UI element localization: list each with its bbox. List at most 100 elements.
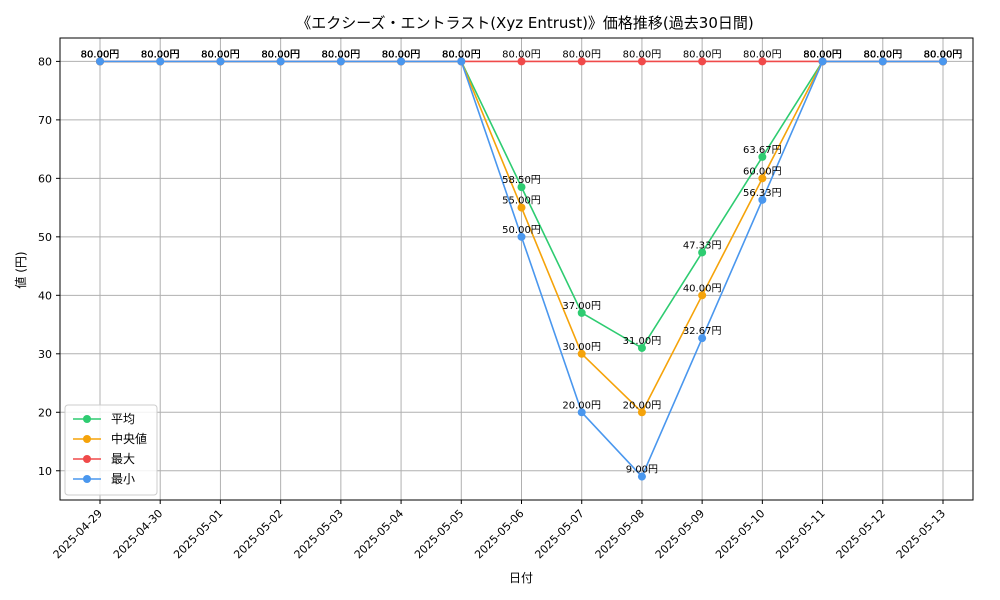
legend-entry: 最大 <box>111 452 135 466</box>
data-point <box>758 152 767 161</box>
data-label: 80.00円 <box>322 49 361 60</box>
data-label: 80.00円 <box>442 49 481 60</box>
data-point <box>517 183 526 192</box>
data-label: 9.00円 <box>626 465 658 476</box>
data-point <box>698 57 707 66</box>
data-label: 37.00円 <box>562 301 601 312</box>
data-label: 80.00円 <box>562 49 601 60</box>
y-axis: 10 20 30 40 50 60 70 80 <box>38 55 60 478</box>
legend-entry: 最小 <box>111 472 135 486</box>
legend-entry: 平均 <box>111 412 135 426</box>
data-point <box>698 291 707 300</box>
data-label: 80.00円 <box>261 49 300 60</box>
grid <box>60 38 973 500</box>
data-label: 80.00円 <box>141 49 180 60</box>
data-label: 80.00円 <box>924 49 963 60</box>
data-point <box>397 57 406 66</box>
data-point <box>758 195 767 204</box>
data-label: 80.00円 <box>141 49 180 60</box>
data-label: 80.00円 <box>81 49 120 60</box>
data-label: 80.00円 <box>924 49 963 60</box>
data-point <box>156 57 165 66</box>
data-label: 80.00円 <box>863 49 902 60</box>
data-label: 60.00円 <box>743 166 782 177</box>
y-tick-label: 50 <box>38 231 52 244</box>
data-label: 80.00円 <box>623 49 662 60</box>
data-label: 80.00円 <box>502 49 541 60</box>
data-point <box>698 334 707 343</box>
data-label: 32.67円 <box>683 326 722 337</box>
plot-area-frame <box>59 37 974 501</box>
data-label: 80.00円 <box>261 49 300 60</box>
data-point <box>96 57 104 66</box>
data-label: 80.00円 <box>803 49 842 60</box>
data-label: 80.00円 <box>81 49 120 60</box>
legend-swatch-marker <box>83 435 91 443</box>
data-point <box>517 232 526 241</box>
data-label: 80.00円 <box>201 49 240 60</box>
y-axis-label: 値 (円) <box>13 251 28 288</box>
data-label: 80.00円 <box>803 49 842 60</box>
legend-entry: 中央値 <box>111 431 147 446</box>
data-label: 80.00円 <box>201 49 240 60</box>
data-point <box>939 57 947 66</box>
data-label: 40.00円 <box>683 283 722 294</box>
data-point <box>637 343 646 352</box>
data-label: 30.00円 <box>562 342 601 353</box>
data-point <box>577 57 586 66</box>
data-point <box>818 57 827 66</box>
data-label: 50.00円 <box>502 225 541 236</box>
data-label: 47.33円 <box>683 240 722 251</box>
data-label: 80.00円 <box>141 49 180 60</box>
data-label: 80.00円 <box>322 49 361 60</box>
data-point <box>216 57 225 66</box>
y-tick-label: 10 <box>38 465 52 478</box>
data-label: 80.00円 <box>924 49 963 60</box>
data-label: 63.67円 <box>743 145 782 156</box>
data-point <box>577 408 586 417</box>
data-label: 80.00円 <box>141 49 180 60</box>
data-labels: 80.00円 80.00円 80.00円 80.00円 80.00円 80.00円 80.0… <box>81 49 963 475</box>
data-label: 80.00円 <box>863 49 902 60</box>
data-point <box>577 308 586 317</box>
data-point <box>637 472 646 481</box>
data-label: 80.00円 <box>863 49 902 60</box>
x-axis-label: 日付 <box>509 571 533 585</box>
chart-title: 《エクシーズ・エントラスト(Xyz Entrust)》価格推移(過去30日間) <box>296 14 753 32</box>
y-tick-label: 40 <box>38 289 52 302</box>
data-label: 80.00円 <box>201 49 240 60</box>
data-label: 20.00円 <box>562 400 601 411</box>
data-label: 80.00円 <box>261 49 300 60</box>
data-point <box>637 408 646 417</box>
data-point <box>517 57 526 66</box>
data-label: 80.00円 <box>743 49 782 60</box>
data-label: 80.00円 <box>442 49 481 60</box>
data-label: 80.00円 <box>382 49 421 60</box>
data-label: 80.00円 <box>382 49 421 60</box>
data-label: 80.00円 <box>924 49 963 60</box>
data-point <box>276 57 285 66</box>
data-point <box>758 57 767 66</box>
data-label: 56.33円 <box>743 188 782 199</box>
legend-box <box>64 404 158 496</box>
data-point <box>577 349 586 358</box>
y-tick-label: 20 <box>38 406 52 419</box>
data-point <box>878 57 887 66</box>
y-tick-label: 30 <box>38 348 52 361</box>
data-point <box>698 248 707 257</box>
data-label: 80.00円 <box>382 49 421 60</box>
legend-swatch-marker <box>83 415 91 423</box>
legend-swatch-marker <box>83 455 91 463</box>
series-group <box>96 57 947 481</box>
data-label: 80.00円 <box>442 49 481 60</box>
y-tick-label: 80 <box>38 55 52 68</box>
y-tick-label: 60 <box>38 172 52 185</box>
data-label: 80.00円 <box>322 49 361 60</box>
data-label: 80.00円 <box>863 49 902 60</box>
data-point <box>758 174 767 183</box>
data-point <box>517 203 526 212</box>
data-label: 80.00円 <box>803 49 842 60</box>
